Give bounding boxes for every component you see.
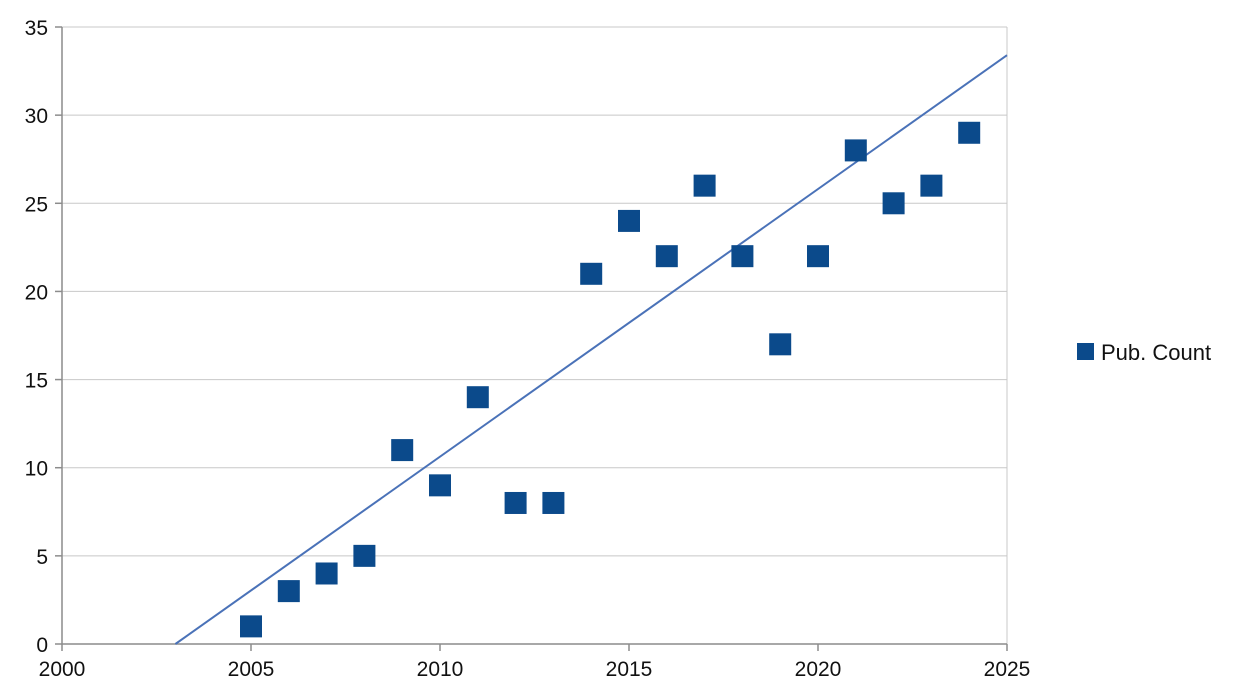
data-point-2018 [731, 245, 754, 268]
axes [55, 26, 1008, 651]
x-tick-label: 2000 [39, 658, 86, 681]
y-tick-label: 5 [36, 546, 48, 569]
x-tick-label: 2015 [606, 658, 653, 681]
x-axis-ticks: 2000 2005 2010 2015 2020 2025 [39, 658, 1031, 681]
data-point-2015 [618, 209, 640, 232]
data-point-2021 [844, 139, 867, 162]
y-tick-label: 35 [25, 17, 48, 40]
data-point-2009 [391, 439, 414, 462]
grid-lines [62, 26, 1008, 645]
legend: Pub. Count [1077, 340, 1211, 365]
data-point-2010 [429, 474, 451, 497]
x-tick-label: 2010 [417, 658, 464, 681]
data-point-2013 [542, 491, 565, 514]
data-point-2006 [277, 580, 300, 603]
data-point-2022 [882, 192, 905, 215]
x-tick-label: 2005 [228, 658, 275, 681]
trendline [174, 54, 1008, 645]
data-point-2024 [958, 121, 981, 144]
y-tick-label: 20 [25, 281, 48, 304]
y-tick-label: 0 [36, 634, 48, 657]
data-point-2008 [353, 544, 376, 567]
y-tick-label: 30 [25, 105, 48, 128]
y-tick-label: 25 [25, 193, 48, 216]
data-point-2016 [655, 245, 678, 268]
data-point-2014 [580, 262, 603, 285]
data-point-2020 [807, 245, 829, 268]
legend-label-pub-count: Pub. Count [1101, 340, 1211, 365]
data-point-2007 [315, 562, 338, 585]
data-point-2012 [504, 491, 527, 514]
y-tick-label: 15 [25, 370, 48, 393]
trendline-layer [174, 54, 1008, 645]
data-point-2005 [240, 615, 262, 638]
y-tick-label: 10 [25, 458, 48, 481]
y-axis-ticks: 0 5 10 15 20 25 30 35 [25, 17, 48, 657]
data-point-2019 [769, 333, 792, 356]
data-points [240, 121, 981, 638]
data-point-2023 [920, 174, 943, 197]
x-tick-label: 2025 [984, 658, 1031, 681]
x-tick-label: 2020 [795, 658, 842, 681]
legend-swatch [1077, 343, 1094, 360]
data-point-2011 [466, 386, 489, 409]
data-point-2017 [693, 174, 716, 197]
